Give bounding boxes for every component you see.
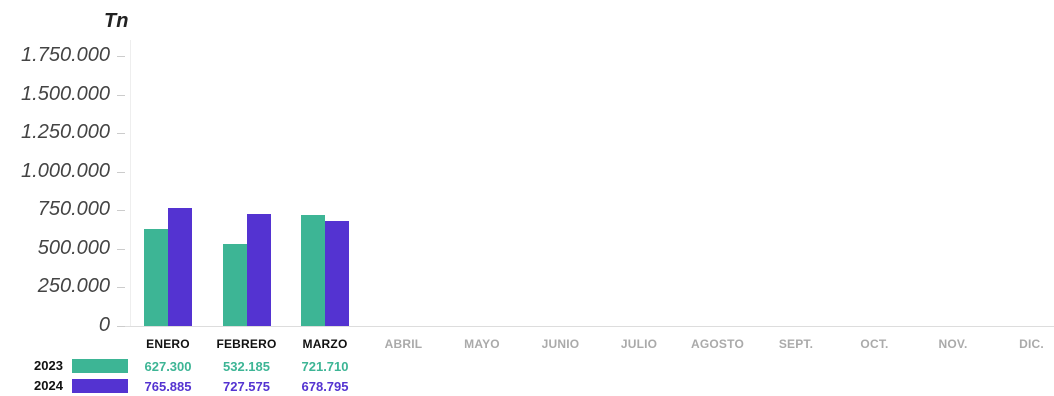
data-label-2024: 727.575 xyxy=(223,379,270,394)
x-tick-label: ENERO xyxy=(146,337,190,351)
bar-2024-enero xyxy=(168,207,192,326)
y-tick-label: 1.250.000 xyxy=(21,121,110,144)
x-tick-label: ABRIL xyxy=(384,337,423,351)
x-tick-label: MAYO xyxy=(464,337,500,351)
y-tick-mark xyxy=(117,56,125,57)
y-tick-label: 0 xyxy=(98,314,110,336)
y-tick-mark xyxy=(117,287,125,289)
bar-2023-marzo xyxy=(301,214,325,326)
x-tick-label: FEBRERO xyxy=(216,337,277,351)
bar-2024-febrero xyxy=(246,213,271,326)
x-tick-label: AGOSTO xyxy=(691,337,744,351)
y-tick-label: 750.000 xyxy=(37,198,110,221)
x-tick-label: OCT. xyxy=(860,337,889,351)
x-tick-label: JUNIO xyxy=(541,337,580,351)
x-axis-line xyxy=(120,326,1054,327)
legend-swatch-2024 xyxy=(72,379,128,393)
y-tick-label: 1.000.000 xyxy=(21,159,110,182)
y-tick-mark xyxy=(117,210,125,212)
x-tick-label: JULIO xyxy=(620,337,658,351)
x-tick-label: SEPT. xyxy=(778,337,814,351)
x-tick-label: MARZO xyxy=(302,337,348,351)
y-axis-line xyxy=(130,40,131,327)
y-tick-label: 1.750.000 xyxy=(21,44,110,66)
bar-2023-enero xyxy=(144,229,168,326)
bar-2024-marzo xyxy=(325,221,349,326)
data-label-2023: 532.185 xyxy=(223,359,270,374)
y-tick-mark xyxy=(117,248,125,250)
legend-swatch-2023 xyxy=(72,359,128,373)
y-axis-unit-label: Tn xyxy=(104,10,129,32)
data-label-2023: 627.300 xyxy=(144,359,192,374)
x-tick-label: DIC. xyxy=(1019,337,1044,351)
y-tick-mark xyxy=(117,171,125,173)
data-label-2023: 721.710 xyxy=(301,359,349,374)
data-label-2024: 765.885 xyxy=(144,379,192,394)
x-tick-label: NOV. xyxy=(938,337,968,351)
y-tick-mark xyxy=(117,326,125,327)
bar-2023-febrero xyxy=(222,243,247,326)
y-tick-mark xyxy=(117,133,125,135)
y-tick-label: 1.500.000 xyxy=(21,82,110,105)
y-tick-label: 500.000 xyxy=(37,236,110,259)
y-tick-label: 250.000 xyxy=(37,275,110,298)
legend-label-2023: 2023 xyxy=(34,358,63,373)
data-label-2024: 678.795 xyxy=(301,379,349,394)
y-tick-mark xyxy=(117,94,125,96)
legend-label-2024: 2024 xyxy=(34,378,63,393)
